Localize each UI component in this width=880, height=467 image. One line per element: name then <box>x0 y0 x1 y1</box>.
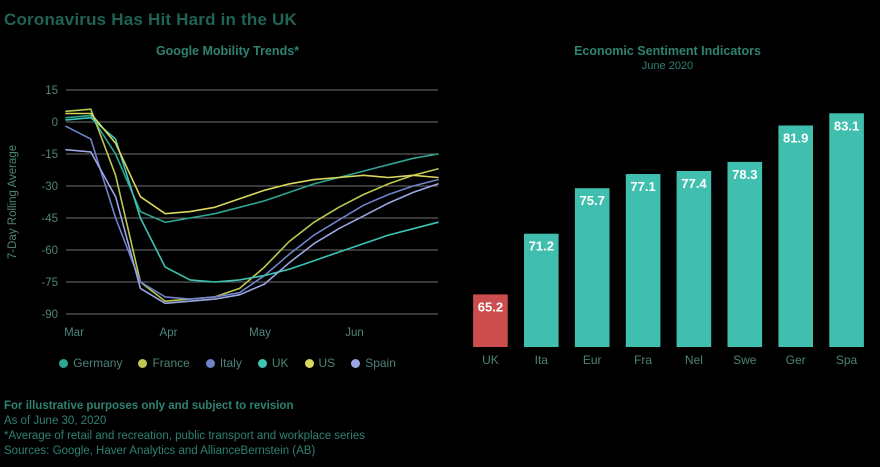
x-tick-label: Jun <box>345 327 364 339</box>
footnote-disclaimer: For illustrative purposes only and subje… <box>4 400 294 412</box>
bar-fra <box>625 174 661 347</box>
bar-category-label: Fra <box>634 353 652 367</box>
bar-category-label: Ger <box>786 353 806 367</box>
legend-dot-germany <box>59 358 69 368</box>
bar-value-label: 78.3 <box>732 167 757 182</box>
sentiment-chart-title: Economic Sentiment Indicators <box>574 44 761 58</box>
legend-item-us: US <box>304 356 336 370</box>
legend-item-italy: Italy <box>205 356 242 370</box>
y-tick-label: -15 <box>41 149 58 161</box>
charts-row: Google Mobility Trends* 15 0 -15 -30 -45 -60 -… <box>0 32 880 373</box>
legend-item-spain: Spain <box>351 356 396 370</box>
bar-category-label: Spa <box>836 353 858 367</box>
x-tick-label: Apr <box>160 327 178 339</box>
legend-dot-france <box>138 358 148 368</box>
y-tick-label: -90 <box>41 309 58 321</box>
legend-item-uk: UK <box>257 356 289 370</box>
legend-label: US <box>318 356 336 370</box>
mobility-chart-block: Google Mobility Trends* 15 0 -15 -30 -45 -60 -… <box>0 32 455 370</box>
bar-swe <box>727 161 763 347</box>
legend-dot-spain <box>351 358 361 368</box>
footnote-sources: Sources: Google, Haver Analytics and All… <box>4 445 316 457</box>
mobility-legend: Germany France Italy UK US Spain <box>0 356 455 370</box>
y-tick-label: -45 <box>41 213 58 225</box>
footnote-series-definition: *Average of retail and recreation, publi… <box>4 430 365 442</box>
legend-label: Italy <box>219 356 242 370</box>
series-line-germany <box>65 114 439 224</box>
page-title: Coronavirus Has Hit Hard in the UK <box>4 10 298 29</box>
legend-label: Spain <box>365 356 396 370</box>
bar-value-label: 71.2 <box>529 239 554 254</box>
bar-ger <box>778 125 813 347</box>
legend-label: UK <box>271 356 289 370</box>
x-tick-label: Mar <box>64 327 84 339</box>
series-line-spain <box>65 148 439 305</box>
bar-category-label: Nel <box>685 353 703 367</box>
series-line-france <box>65 108 439 302</box>
bar-category-label: Swe <box>733 353 757 367</box>
legend-item-france: France <box>138 356 190 370</box>
series-line-us <box>65 112 439 215</box>
bar-uk <box>473 294 508 347</box>
sentiment-chart-subtitle: June 2020 <box>641 60 694 72</box>
bar-spa <box>829 113 864 347</box>
bar-eur <box>574 188 610 347</box>
mobility-line-chart: 15 0 -15 -30 -45 -60 -75 -90 Mar Apr May Jun 7-Day R… <box>7 85 439 339</box>
series-line-italy <box>65 125 439 300</box>
bar-category-label: Eur <box>583 353 602 367</box>
bar-nel <box>676 171 712 347</box>
bar-category-label: Ita <box>535 353 549 367</box>
y-tick-label: -30 <box>41 181 58 193</box>
legend-item-germany: Germany <box>59 356 122 370</box>
sentiment-bar-chart: 65.2 UK 71.2 Ita 75.7 Eur 77.1 Fra 77.4 Nel 78.3 Sw… <box>473 113 864 367</box>
bar-ita <box>524 233 559 347</box>
y-axis-label: 7-Day Rolling Average <box>7 145 19 259</box>
legend-dot-us <box>304 358 314 368</box>
legend-label: France <box>152 356 190 370</box>
legend-dot-uk <box>257 358 267 368</box>
y-tick-label: -60 <box>41 245 58 257</box>
y-tick-label: 0 <box>52 117 58 129</box>
bar-value-label: 81.9 <box>783 130 808 145</box>
legend-dot-italy <box>205 358 215 368</box>
sentiment-chart-block: Economic Sentiment Indicators June 2020 … <box>455 32 880 373</box>
y-tick-label: 15 <box>45 85 58 97</box>
footnote-as-of-date: As of June 30, 2020 <box>4 415 107 427</box>
bar-value-label: 77.1 <box>630 179 655 194</box>
bar-category-label: UK <box>482 353 499 367</box>
bar-value-label: 75.7 <box>580 193 605 208</box>
bar-value-label: 77.4 <box>681 176 707 191</box>
mobility-chart-title: Google Mobility Trends* <box>155 44 300 58</box>
series-line-uk <box>65 116 439 283</box>
footnotes: For illustrative purposes only and subje… <box>4 399 365 459</box>
y-tick-label: -75 <box>41 277 58 289</box>
bar-value-label: 83.1 <box>834 118 859 133</box>
bar-value-label: 65.2 <box>478 299 503 314</box>
x-tick-label: May <box>249 327 271 339</box>
legend-label: Germany <box>73 356 123 370</box>
